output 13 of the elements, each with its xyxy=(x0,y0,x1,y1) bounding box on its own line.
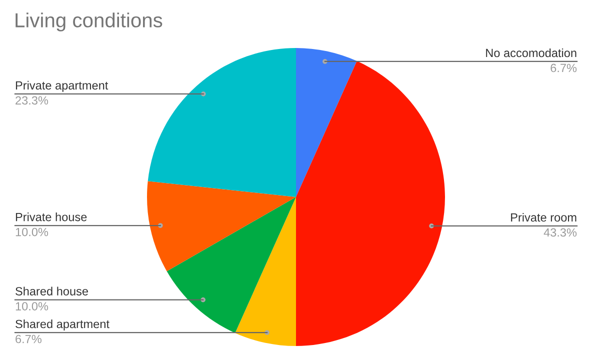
slice-label: Private room xyxy=(511,212,576,222)
slice-label: Shared house xyxy=(16,286,88,296)
data-label: 10.0% xyxy=(16,228,48,236)
slice-label: Private apartment xyxy=(16,80,108,92)
data-label: 6.7% xyxy=(550,64,577,72)
data-label: 23.3% xyxy=(16,96,48,105)
data-label: 6.7% xyxy=(16,334,42,344)
slice-label: Private house xyxy=(16,212,87,222)
chart-title: Living conditions xyxy=(16,12,162,32)
data-label: 10.0% xyxy=(16,302,48,310)
slice-label: No accomodation xyxy=(486,48,576,58)
slice-label: Shared apartment xyxy=(16,320,110,331)
data-label: 43.3% xyxy=(544,228,577,237)
